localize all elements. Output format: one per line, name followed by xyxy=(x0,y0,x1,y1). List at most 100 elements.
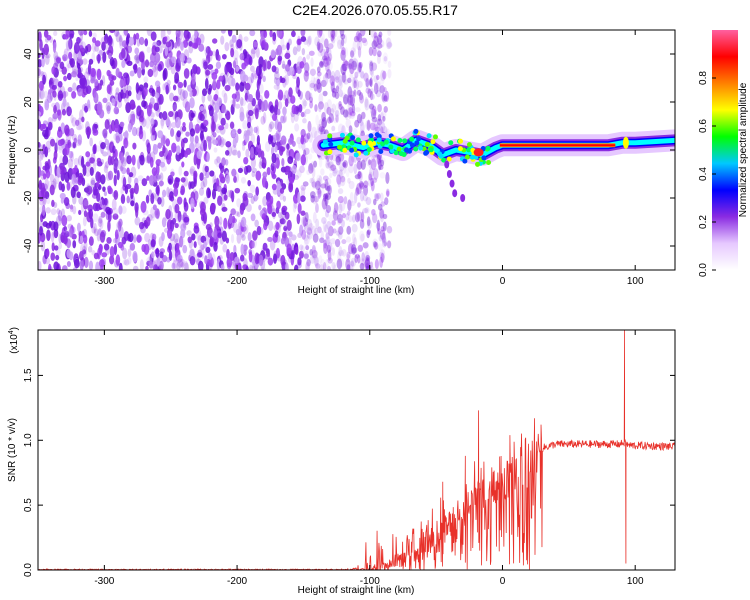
snr-x-ticks: -300 -200 -100 0 100 xyxy=(94,330,644,587)
noise-blob xyxy=(146,104,152,117)
noise-blob xyxy=(125,183,132,190)
noise-blob xyxy=(225,140,232,148)
noise-blob xyxy=(349,108,356,120)
noise-blob xyxy=(77,51,82,60)
noise-blob xyxy=(353,191,358,204)
noise-blob xyxy=(213,158,219,165)
noise-blob xyxy=(132,142,137,150)
noise-blob xyxy=(304,108,311,115)
noise-blob xyxy=(111,75,117,81)
noise-blob xyxy=(125,151,130,159)
noise-blob xyxy=(342,212,346,219)
noise-blob xyxy=(169,92,175,102)
noise-blob xyxy=(349,260,355,270)
noise-blob xyxy=(103,191,108,197)
noise-blob xyxy=(231,215,236,224)
noise-blob xyxy=(54,245,59,251)
noise-blob xyxy=(83,30,88,36)
noise-blob xyxy=(176,196,183,205)
noise-blob xyxy=(226,248,230,260)
noise-blob xyxy=(312,195,318,205)
noise-blob xyxy=(63,50,67,58)
noise-blob xyxy=(50,231,55,243)
noise-blob xyxy=(240,243,245,256)
noise-blob xyxy=(373,198,377,206)
noise-blob xyxy=(143,76,149,83)
noise-blob xyxy=(326,244,332,253)
noise-blob xyxy=(71,173,77,186)
noise-blob xyxy=(214,215,220,228)
noise-blob xyxy=(288,176,295,184)
noise-blob xyxy=(348,107,353,116)
noise-blob xyxy=(213,94,219,102)
noise-blob xyxy=(183,34,187,46)
signal-blob xyxy=(361,140,367,146)
noise-blob xyxy=(249,184,256,193)
noise-blob xyxy=(258,161,263,169)
noise-blob xyxy=(280,237,286,245)
noise-blob xyxy=(70,150,74,162)
noise-blob xyxy=(44,100,50,111)
noise-blob xyxy=(107,118,111,125)
noise-blob xyxy=(327,61,333,71)
noise-blob xyxy=(122,176,127,188)
noise-blob xyxy=(96,192,101,203)
noise-blob xyxy=(38,179,43,190)
noise-blob xyxy=(377,158,382,171)
noise-blob xyxy=(70,114,74,124)
noise-blob xyxy=(269,121,275,130)
noise-blob xyxy=(239,70,246,83)
noise-blob xyxy=(57,80,63,88)
noise-blob xyxy=(88,58,94,65)
noise-blob xyxy=(232,49,239,61)
noise-blob xyxy=(309,177,314,184)
noise-blob xyxy=(359,230,365,243)
noise-blob xyxy=(324,194,329,207)
noise-blob xyxy=(354,119,360,128)
noise-blob xyxy=(248,251,253,263)
snr-plot-area xyxy=(38,330,675,570)
noise-blob xyxy=(324,224,329,233)
signal-blob xyxy=(366,147,372,153)
noise-blob xyxy=(78,209,82,216)
noise-blob xyxy=(158,93,164,105)
noise-blob xyxy=(94,99,100,110)
noise-blob xyxy=(381,236,387,248)
signal-blob xyxy=(413,128,419,134)
noise-blob xyxy=(58,242,63,250)
noise-blob xyxy=(115,67,120,78)
noise-blob xyxy=(97,201,102,211)
noise-blob xyxy=(117,221,122,232)
noise-blob xyxy=(168,250,173,261)
noise-blob xyxy=(92,121,99,134)
signal-blob xyxy=(388,144,394,150)
noise-blob xyxy=(53,30,58,37)
noise-blob xyxy=(251,171,256,178)
noise-blob xyxy=(359,116,364,127)
noise-blob xyxy=(234,187,241,194)
noise-blob xyxy=(327,185,332,193)
noise-blob xyxy=(325,258,329,269)
noise-blob xyxy=(186,57,192,64)
noise-blob xyxy=(220,30,226,34)
noise-blob xyxy=(82,164,87,177)
noise-blob xyxy=(220,264,225,270)
noise-blob xyxy=(326,47,332,58)
noise-blob xyxy=(112,207,119,217)
noise-blob xyxy=(256,225,262,236)
noise-blob xyxy=(225,174,230,184)
noise-blob xyxy=(360,233,365,242)
noise-blob xyxy=(311,244,316,254)
noise-blob xyxy=(85,182,91,194)
noise-blob xyxy=(82,58,88,65)
noise-blob xyxy=(42,194,46,207)
noise-blob xyxy=(75,119,80,126)
noise-blob xyxy=(203,241,207,249)
noise-blob xyxy=(66,102,70,113)
noise-blob xyxy=(331,30,336,40)
noise-blob xyxy=(297,35,301,45)
noise-blob xyxy=(364,77,369,84)
noise-blob xyxy=(386,42,393,48)
noise-blob xyxy=(159,151,164,158)
noise-blob xyxy=(308,162,313,171)
